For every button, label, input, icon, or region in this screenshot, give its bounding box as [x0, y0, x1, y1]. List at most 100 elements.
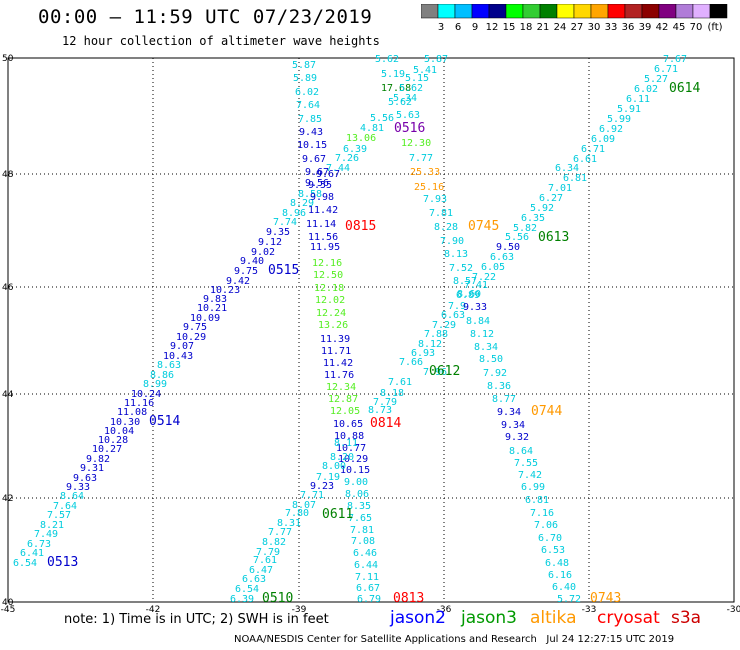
- wave-height-reading: 6.63: [242, 574, 266, 585]
- wave-height-reading: 6.46: [353, 548, 377, 559]
- pass-id-label: 0744: [531, 404, 562, 419]
- scale-label: 21: [537, 22, 550, 33]
- wave-height-reading: 9.43: [299, 127, 323, 138]
- wave-height-reading: 5.63: [396, 110, 420, 121]
- scale-swatch: [471, 4, 490, 19]
- x-tick-label: -30: [727, 605, 740, 615]
- wave-height-reading: 7.9: [448, 301, 466, 312]
- wave-height-reading: 7.67: [663, 54, 687, 65]
- scale-label: 6: [455, 22, 461, 33]
- scale-label: 33: [605, 22, 618, 33]
- pass-id-label: 0513: [47, 555, 78, 570]
- y-tick-label: 48: [2, 170, 14, 180]
- wave-height-reading: 9.67: [302, 154, 326, 165]
- wave-height-reading: 6.89: [456, 290, 480, 301]
- wave-height-reading: 6.61: [573, 154, 597, 165]
- scale-swatch: [488, 4, 507, 19]
- wave-height-reading: 7.92: [483, 368, 507, 379]
- wave-height-reading: 6.11: [626, 94, 650, 105]
- wave-height-reading: 13.26: [318, 320, 348, 331]
- wave-height-reading: 9.12: [258, 237, 282, 248]
- wave-height-reading: 10.28: [98, 435, 128, 446]
- track-0744: 9.349.349.328.647.557.426.996.817.167.06…: [497, 404, 581, 605]
- wave-height-reading: 7.06: [534, 520, 558, 531]
- wave-height-reading: 7.42: [518, 470, 542, 481]
- wave-height-reading: 10.15: [340, 465, 370, 476]
- wave-height-reading: 9.42: [226, 276, 250, 287]
- wave-height-reading: 8.57: [453, 276, 477, 287]
- track-0743: 0743: [590, 591, 621, 606]
- wave-height-reading: 8.96: [282, 208, 306, 219]
- pass-id-label: 0813: [393, 591, 424, 606]
- wave-height-reading: 5.72: [557, 594, 581, 605]
- track-0613: 5.926.277.016.346.816.616.716.096.925.99…: [530, 54, 687, 245]
- wave-height-reading: 9.34: [501, 420, 525, 431]
- wave-height-reading: 7.81: [429, 208, 453, 219]
- wave-height-reading: 12.30: [401, 138, 431, 149]
- wave-height-reading: 5.92: [530, 203, 554, 214]
- scale-swatch: [624, 4, 643, 19]
- wave-height-reading: 6.79: [357, 594, 381, 605]
- wave-height-reading: 7.77: [409, 153, 433, 164]
- wave-height-reading: 5.34: [393, 93, 417, 104]
- y-tick-label: 42: [2, 494, 13, 504]
- scale-label: 15: [503, 22, 516, 33]
- wave-height-reading: 12.05: [330, 406, 360, 417]
- wave-height-reading: 9.55: [308, 180, 332, 191]
- wave-height-reading: 7.11: [355, 572, 379, 583]
- wave-height-reading: 6.54: [13, 558, 37, 569]
- wave-height-reading: 8.11: [334, 438, 358, 449]
- pass-id-label: 0612: [429, 364, 460, 379]
- wave-height-reading: 9.35: [266, 227, 290, 238]
- wave-height-reading: 10.29: [338, 454, 368, 465]
- wave-height-reading: 11.16: [124, 398, 154, 409]
- wave-height-reading: 7.49: [34, 529, 58, 540]
- wave-height-reading: 7.88: [424, 329, 448, 340]
- wave-height-reading: 5.41: [413, 65, 437, 76]
- units-note: note: 1) Time is in UTC; 2) SWH is in fe…: [64, 612, 329, 627]
- track-0815: 0815: [345, 219, 376, 234]
- wave-height-reading: 8.50: [479, 354, 503, 365]
- wave-height-reading: 10.15: [297, 140, 327, 151]
- wave-height-reading: 6.81: [563, 173, 587, 184]
- wave-height-reading: 6.53: [541, 545, 565, 556]
- wave-height-reading: 12.50: [313, 270, 343, 281]
- scale-label: 18: [520, 22, 533, 33]
- scale-label: 30: [588, 22, 601, 33]
- wave-height-reading: 5.62: [375, 54, 399, 65]
- wave-height-reading: 9.67: [305, 167, 329, 178]
- wave-height-reading: 6.99: [521, 482, 545, 493]
- wave-height-reading: 8.99: [143, 379, 167, 390]
- track-0510: 6.396.546.636.47 7.797.61 8.827.778.317.80…: [230, 490, 324, 606]
- wave-height-reading: 6.81: [525, 495, 549, 506]
- wave-height-reading: 8.06: [345, 489, 369, 500]
- wave-height-reading: 10.29: [176, 332, 206, 343]
- wave-height-reading: 25.33: [410, 167, 440, 178]
- wave-height-reading: 9.63: [73, 473, 97, 484]
- wave-height-reading: 11.14: [306, 219, 336, 230]
- wave-height-reading: 7.80: [285, 508, 309, 519]
- pass-id-label: 0814: [370, 416, 401, 431]
- scale-label: 36: [622, 22, 635, 33]
- wave-height-reading: 8.58: [298, 189, 322, 200]
- wave-height-reading: 10.30: [110, 417, 140, 428]
- scale-swatch: [421, 4, 439, 19]
- wave-height-reading: 9.33: [66, 482, 90, 493]
- wave-height-reading: 11.56: [308, 232, 338, 243]
- wave-height-reading: 6.67: [356, 583, 380, 594]
- wave-height-reading: 6.09: [591, 134, 615, 145]
- x-tick-label: -39: [292, 605, 307, 615]
- wave-height-reading: 8.28: [434, 222, 458, 233]
- wave-height-reading: 8.64: [60, 491, 84, 502]
- scale-swatch: [692, 4, 711, 19]
- wave-height-reading: 6.34: [555, 163, 579, 174]
- wave-height-reading: 7.65: [348, 513, 372, 524]
- wave-height-reading: 12.34: [326, 382, 356, 393]
- wave-height-reading: 12.87: [328, 394, 358, 405]
- wave-height-reading: 9.82: [86, 454, 110, 465]
- scale-swatch: [675, 4, 694, 19]
- pass-id-label: 0743: [590, 591, 621, 606]
- wave-height-reading: 5.99: [607, 114, 631, 125]
- x-tick-label: -42: [146, 605, 161, 615]
